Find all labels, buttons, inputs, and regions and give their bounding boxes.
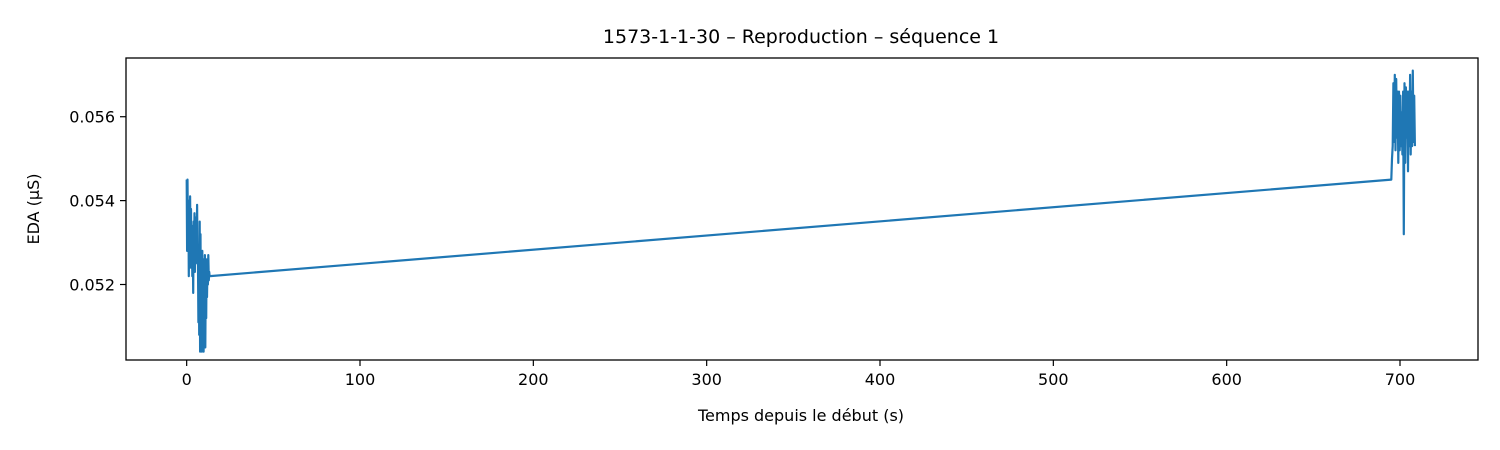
y-axis: 0.052 0.054 0.056	[69, 108, 126, 295]
y-tick-label: 0.054	[69, 192, 115, 211]
y-tick-label: 0.052	[69, 276, 115, 295]
x-axis-label: Temps depuis le début (s)	[697, 406, 904, 425]
x-tick-label: 500	[1038, 370, 1069, 389]
x-tick-label: 600	[1211, 370, 1242, 389]
x-tick-label: 200	[518, 370, 549, 389]
x-tick-label: 100	[345, 370, 376, 389]
series-line-0	[185, 69, 1416, 353]
x-tick-label: 0	[182, 370, 192, 389]
y-tick-label: 0.056	[69, 108, 115, 127]
y-axis-label: EDA (µS)	[24, 174, 43, 245]
x-tick-label: 700	[1385, 370, 1416, 389]
x-axis: 0 100 200 300 400 500 600 700	[182, 360, 1416, 389]
chart-title: 1573-1-1-30 – Reproduction – séquence 1	[603, 26, 999, 48]
x-tick-label: 400	[865, 370, 896, 389]
x-tick-label: 300	[691, 370, 722, 389]
axes-frame	[125, 57, 1479, 361]
plot-area	[125, 57, 1479, 361]
